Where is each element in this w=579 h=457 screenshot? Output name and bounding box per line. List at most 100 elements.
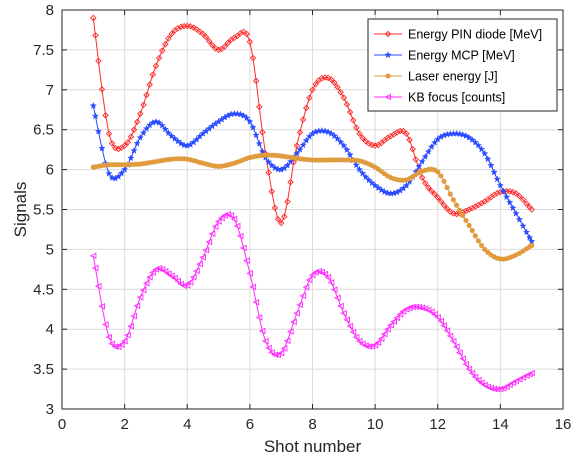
series-point <box>482 246 488 252</box>
y-tick-label: 5.5 <box>33 202 54 219</box>
series-point <box>255 139 264 147</box>
series-point <box>393 314 401 322</box>
series-point <box>371 341 379 349</box>
series-point <box>98 144 106 152</box>
series-point <box>234 32 241 40</box>
series-point <box>452 343 460 351</box>
series-point <box>283 161 292 169</box>
series-point <box>352 333 360 341</box>
series-point <box>205 37 213 45</box>
legend-marker <box>384 93 392 101</box>
series-point <box>136 133 145 141</box>
series-point <box>493 175 501 183</box>
series-point <box>479 243 485 249</box>
legend-label: Laser energy [J] <box>408 70 498 84</box>
series-point <box>214 218 222 225</box>
series-point <box>130 146 138 154</box>
series-point <box>380 187 389 196</box>
series-point <box>343 101 351 108</box>
series-point <box>337 302 344 310</box>
series-point <box>312 80 319 88</box>
series-point <box>384 325 391 333</box>
series-point <box>471 138 480 146</box>
series-point <box>199 30 207 38</box>
series-point <box>474 376 482 384</box>
series-1 <box>90 14 535 227</box>
legend-item: KB focus [counts] <box>374 91 505 105</box>
series-point <box>281 213 288 220</box>
series-point <box>174 25 182 32</box>
series-point <box>162 40 169 48</box>
series-point <box>208 230 216 238</box>
series-point <box>221 43 229 50</box>
series-point <box>440 201 448 209</box>
series-point <box>277 219 285 227</box>
series-point <box>365 343 372 350</box>
series-point <box>252 131 260 139</box>
series-point <box>309 86 316 94</box>
legend-marker <box>384 51 392 59</box>
series-point <box>293 142 301 149</box>
series-point <box>177 23 185 31</box>
series-point <box>324 274 332 281</box>
series-point <box>212 45 219 52</box>
series-point <box>528 206 535 213</box>
series-point <box>193 267 200 275</box>
series-point <box>105 130 113 137</box>
series-point <box>334 83 341 91</box>
series-point <box>111 343 119 350</box>
y-tick-label: 3 <box>46 401 54 418</box>
series-point <box>164 129 173 137</box>
series-point <box>183 281 191 289</box>
series-point <box>287 178 294 186</box>
series-point <box>249 283 257 291</box>
legend-item: Energy MCP [MeV] <box>374 49 515 63</box>
series-point <box>227 212 235 219</box>
series-point <box>512 377 520 385</box>
x-axis-label: Shot number <box>264 437 362 456</box>
series-point <box>318 268 325 276</box>
legend-label: KB focus [counts] <box>408 91 505 105</box>
series-point <box>519 196 527 203</box>
series-point <box>421 179 429 187</box>
series-point <box>466 222 472 229</box>
series-point <box>249 54 257 62</box>
series-point <box>362 137 369 145</box>
y-tick-label: 6.5 <box>33 122 54 139</box>
series-point <box>509 379 516 387</box>
series-point <box>233 222 241 230</box>
series-point <box>444 185 450 191</box>
series-point <box>236 110 245 118</box>
series-point <box>318 74 326 82</box>
x-tick-label: 8 <box>308 416 316 433</box>
series-point <box>290 318 297 326</box>
series-point <box>443 205 451 212</box>
series-point <box>167 272 175 280</box>
x-tick-label: 12 <box>429 416 446 433</box>
series-point <box>402 181 411 189</box>
series-point <box>503 383 510 391</box>
series-point <box>139 286 147 294</box>
x-tick-label: 10 <box>367 416 384 433</box>
series-point <box>121 142 128 149</box>
series-point <box>437 198 445 205</box>
series-point <box>465 365 473 373</box>
series-point <box>443 327 451 334</box>
series-point <box>409 303 416 311</box>
series-point <box>358 340 366 348</box>
series-point <box>494 189 501 197</box>
series-point <box>475 238 482 244</box>
series-point <box>418 174 426 181</box>
series-point <box>428 187 435 195</box>
series-layer <box>89 14 536 393</box>
series-point <box>158 121 166 129</box>
series-point <box>506 198 514 206</box>
series-point <box>114 172 123 180</box>
series-point <box>246 38 254 46</box>
series-point <box>274 351 282 359</box>
series-point <box>516 250 522 256</box>
series-point <box>94 282 102 290</box>
series-point <box>377 186 386 194</box>
series-point <box>91 112 100 120</box>
series-point <box>271 164 279 172</box>
